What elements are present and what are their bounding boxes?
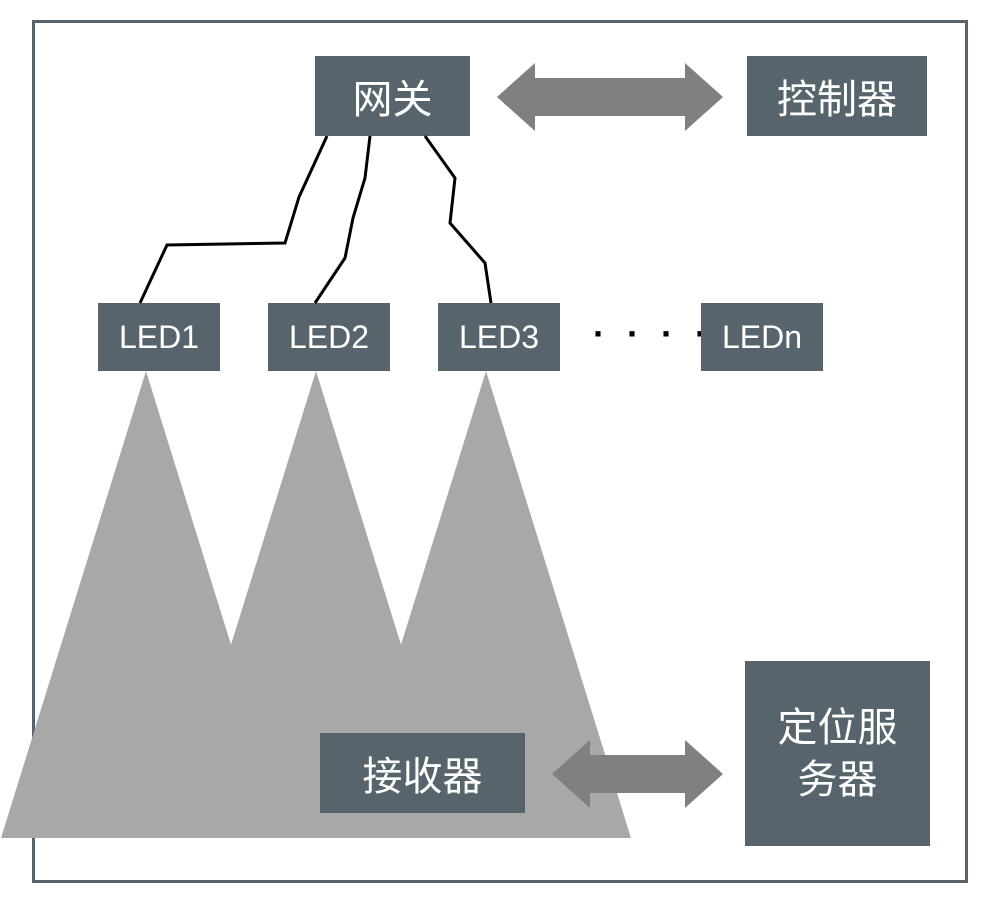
receiver-label: 接收器 xyxy=(363,744,483,802)
receiver-node: 接收器 xyxy=(320,733,525,813)
diagram-frame: 网关 控制器 LED1 LED2 LED3 · · · · · · LEDn 接… xyxy=(32,20,968,883)
